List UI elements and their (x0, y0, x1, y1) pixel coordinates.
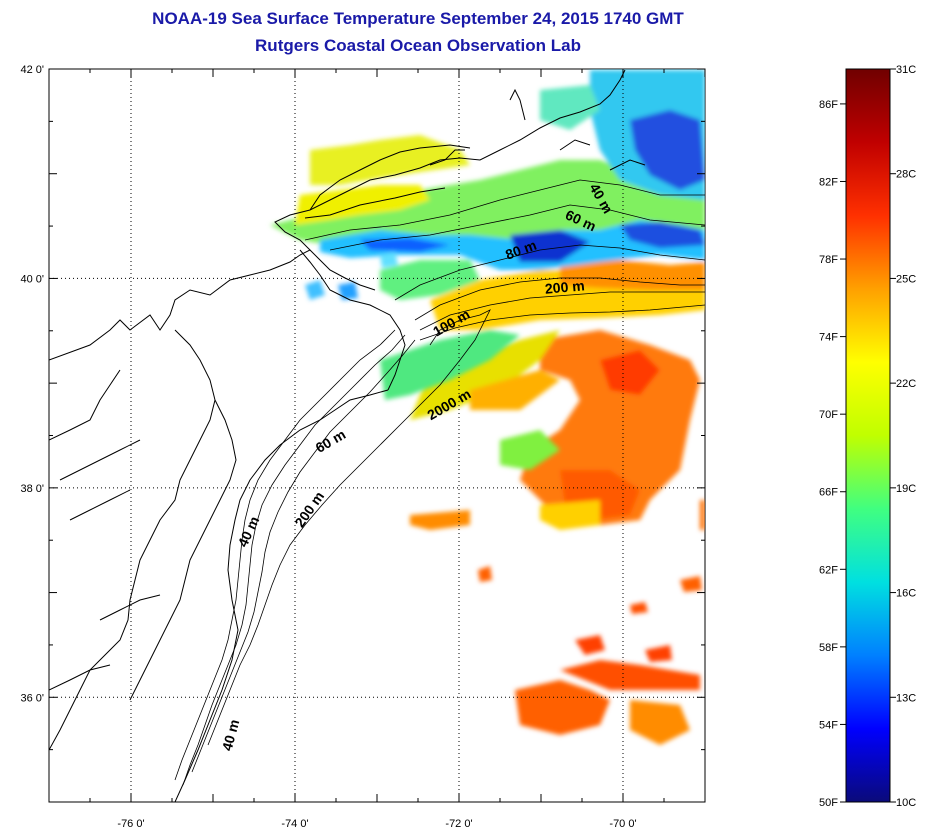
raritan-bay (309, 249, 376, 291)
albemarle (49, 664, 111, 691)
narragansett (429, 149, 465, 166)
colorbar-celsius-label: 10C (896, 797, 916, 809)
longitude-label: -76 0' (117, 818, 144, 830)
long-island-south-shore (304, 187, 446, 219)
isobath-200m-north (419, 291, 705, 331)
isobath-40m (304, 179, 705, 241)
colorbar-fahrenheit-label: 50F (819, 797, 838, 809)
colorbar-fahrenheit-labels: 86F 82F 78F 74F 70F 66F 62F 58F 54F 50F (819, 99, 846, 809)
colorbar (845, 68, 891, 803)
latitude-label: 42 0' (20, 64, 44, 76)
martha-vineyard (559, 139, 591, 151)
colorbar-celsius-label: 31C (896, 64, 916, 76)
isobath-2000m-south (207, 309, 491, 746)
new-jersey-coast (299, 249, 406, 391)
sst-data-layer (270, 70, 705, 745)
sst-shelf-patches (270, 70, 705, 470)
colorbar-celsius-label: 25C (896, 273, 916, 285)
york-river (69, 489, 131, 521)
colorbar-fahrenheit-label: 62F (819, 564, 838, 576)
colorbar-celsius-labels: 31C 28C 25C 22C 19C 16C 13C 10C (890, 64, 916, 809)
map-title: NOAA-19 Sea Surface Temperature Septembe… (152, 9, 684, 28)
potomac (49, 369, 121, 441)
latitude-label: 40 0' (20, 273, 44, 285)
longitude-label: -70 0' (609, 818, 636, 830)
isobath-200m-south (191, 339, 416, 773)
isobath-40m-south (174, 329, 396, 781)
map-subtitle: Rutgers Coastal Ocean Observation Lab (255, 36, 581, 55)
isobath-80m (394, 244, 705, 301)
isobath-label: 40 m (219, 718, 243, 753)
nantucket (609, 159, 646, 171)
longitude-label: -74 0' (281, 818, 308, 830)
colorbar-fahrenheit-label: 78F (819, 254, 838, 266)
sst-warm-patches (410, 330, 705, 745)
isobath-60m-south (182, 334, 406, 786)
longitude-label: -72 0' (445, 818, 472, 830)
colorbar-fahrenheit-label: 66F (819, 487, 838, 499)
frame-ticks (48, 68, 706, 803)
coastline (49, 69, 646, 802)
latitude-label: 38 0' (20, 483, 44, 495)
colorbar-celsius-label: 16C (896, 588, 916, 600)
isobath-100m (414, 277, 705, 321)
map-gridlines (49, 69, 705, 802)
colorbar-celsius-label: 13C (896, 692, 916, 704)
longitude-tick-labels: -76 0' -74 0' -72 0' -70 0' (117, 818, 636, 830)
colorbar-fahrenheit-label: 74F (819, 332, 838, 344)
rappahannock (59, 439, 141, 481)
colorbar-fahrenheit-label: 58F (819, 642, 838, 654)
isobath-2000m-north (419, 304, 705, 341)
colorbar-fahrenheit-label: 54F (819, 719, 838, 731)
isobath-60m (329, 204, 705, 251)
northeast-coastline (49, 69, 626, 361)
colorbar-fahrenheit-label: 70F (819, 409, 838, 421)
colorbar-fahrenheit-label: 86F (819, 99, 838, 111)
cape-cod-detail (509, 88, 526, 121)
delmarva-outer-coast (174, 389, 389, 802)
james-river (99, 594, 161, 621)
isobath-label: 200 m (544, 277, 585, 296)
latitude-tick-labels: 42 0' 40 0' 38 0' 36 0' (20, 64, 44, 704)
colorbar-fahrenheit-label: 82F (819, 176, 838, 188)
chesapeake-east-shore (129, 399, 237, 701)
colorbar-celsius-label: 22C (896, 378, 916, 390)
colorbar-celsius-label: 28C (896, 169, 916, 181)
long-island-north-shore (309, 144, 471, 211)
latitude-label: 36 0' (20, 692, 44, 704)
chesapeake-west-shore (49, 329, 216, 751)
colorbar-celsius-label: 19C (896, 483, 916, 495)
isobath-lines (174, 179, 705, 786)
